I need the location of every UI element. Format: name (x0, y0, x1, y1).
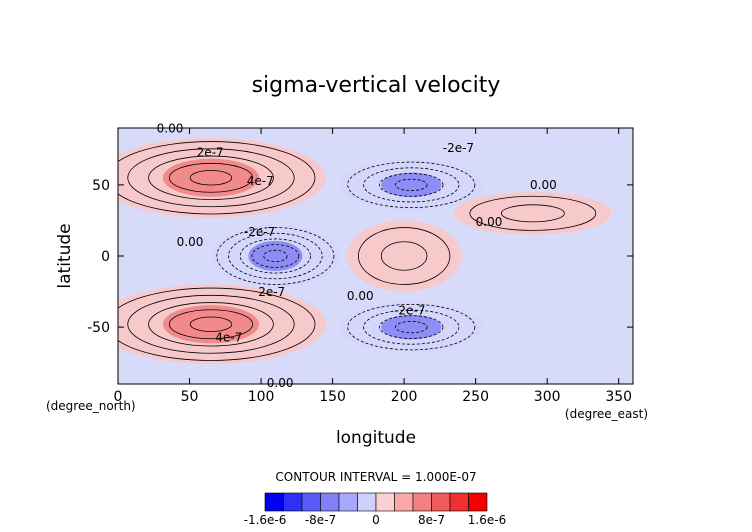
colorbar-swatch (301, 492, 321, 512)
contour-line (118, 141, 316, 215)
x-tick-label: 300 (534, 389, 561, 405)
contour-line (228, 232, 323, 280)
field-core (162, 305, 260, 344)
contour-line (118, 287, 316, 361)
contour-line (127, 148, 295, 208)
colorbar-swatch (412, 492, 432, 512)
contour-label: -2e-7 (244, 225, 275, 239)
contour-line (168, 309, 254, 340)
field-region (346, 220, 462, 292)
colorbar-tick-label: -8e-7 (305, 513, 336, 527)
x-tick-label: 350 (605, 389, 632, 405)
contour-label: 0.00 (476, 215, 503, 229)
contour-line (148, 302, 274, 347)
x-tick-label: 100 (248, 389, 275, 405)
chart-title: sigma-vertical velocity (252, 73, 501, 98)
colorbar-swatch (375, 492, 395, 512)
plot-area: 0.00 2e-7 4e-7 -2e-7 0.00 0.00 -2e-7 0.00 2e-7 0.… (87, 121, 634, 405)
contour-line (347, 303, 476, 351)
x-tick-label: 0 (114, 389, 123, 405)
x-tick-label: 50 (181, 389, 199, 405)
colorbar-tick-label: 8e-7 (418, 513, 445, 527)
colorbar-swatch (338, 492, 358, 512)
contour-line (189, 316, 233, 332)
contour-line (357, 227, 451, 285)
contour-line (239, 238, 311, 274)
colorbar-swatch (449, 492, 469, 512)
contour-line (379, 173, 444, 197)
x-tick-label: 250 (462, 389, 489, 405)
contour-line (127, 294, 295, 354)
contour-line (380, 241, 428, 271)
contour-label: 0.00 (347, 289, 374, 303)
contour-line (469, 195, 597, 231)
contour-line (500, 204, 565, 223)
colorbar-swatch (264, 492, 284, 512)
y-tick-label: 50 (92, 178, 110, 194)
contour-line (263, 249, 288, 263)
colorbar: -1.6e-6 -8e-7 0 8e-7 1.6e-6 (244, 492, 506, 527)
x-unit-label: (degree_east) (565, 407, 648, 421)
field-region (454, 192, 612, 235)
contour-line (251, 244, 300, 268)
contour-line (216, 227, 335, 285)
contour-label: 2e-7 (258, 285, 285, 299)
x-tick-label: 150 (319, 389, 346, 405)
colorbar-swatch (320, 492, 340, 512)
contour-label: 4e-7 (247, 174, 274, 188)
y-unit-label: (degree_north) (46, 399, 136, 413)
colorbar-tick-label: 0 (372, 513, 380, 527)
colorbar-tick-label: -1.6e-6 (244, 513, 287, 527)
colorbar-tick-label: 1.6e-6 (468, 513, 506, 527)
colorbar-swatch (431, 492, 451, 512)
y-tick-label: 0 (101, 249, 110, 265)
field-core (381, 172, 442, 198)
contour-line (379, 315, 444, 339)
contour-line (394, 321, 428, 334)
contour-label: 2e-7 (197, 145, 224, 159)
contour-line (189, 170, 233, 186)
x-axis-label: longitude (336, 428, 416, 448)
contour-line (347, 161, 476, 209)
contour-label: -2e-7 (394, 303, 425, 317)
contour-line (394, 178, 428, 191)
contour-line (168, 162, 254, 193)
field-core (248, 240, 303, 272)
contour-line (363, 309, 460, 345)
field-core (162, 158, 260, 197)
contour-interval-text: CONTOUR INTERVAL = 1.000E-07 (275, 470, 476, 484)
contour-label: -2e-7 (443, 141, 474, 155)
colorbar-swatch (283, 492, 303, 512)
contour-label: 0.00 (530, 178, 557, 192)
y-tick-label: -50 (87, 320, 110, 336)
contour-label: 0.00 (267, 376, 294, 390)
contour-label: 4e-7 (215, 330, 242, 344)
x-tick-label: 200 (391, 389, 418, 405)
y-axis-label: latitude (55, 223, 75, 288)
contour-label: 0.00 (177, 235, 204, 249)
contour-line (363, 167, 460, 203)
field-core (381, 314, 442, 340)
contour-line (148, 155, 274, 200)
colorbar-swatch (394, 492, 414, 512)
colorbar-swatch (468, 492, 488, 512)
colorbar-swatch (357, 492, 377, 512)
